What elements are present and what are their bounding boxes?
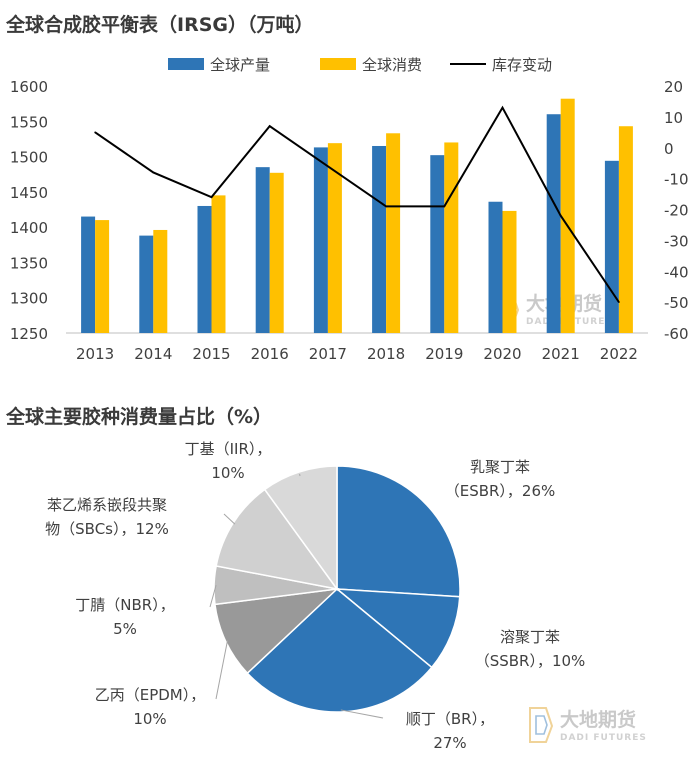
bar-production-2019: [430, 155, 445, 333]
bar-consumption-2019: [444, 142, 459, 333]
y-left-tick-label: 1300: [10, 290, 48, 308]
bar-consumption-2018: [386, 133, 401, 333]
line-point-2018: [385, 205, 387, 208]
chart2-watermark-sub: DADI FUTURES: [560, 733, 647, 743]
bar-production-2021: [546, 114, 561, 333]
x-tick-label: 2013: [76, 345, 114, 363]
y-left-tick-label: 1600: [10, 78, 48, 96]
line-point-2021: [559, 214, 562, 217]
pie-slice-0: [336, 465, 461, 598]
line-point-2019: [443, 205, 446, 208]
pie-slice-6: [263, 465, 338, 592]
legend-label-2: 库存变动: [492, 56, 552, 74]
legend-label-1: 全球消费: [362, 56, 422, 74]
bar-consumption-2015: [211, 195, 226, 333]
bar-production-2022: [604, 160, 619, 333]
x-tick-label: 2019: [425, 345, 463, 363]
chart2-watermark-logo-inner-icon: [535, 715, 548, 735]
y-left-tick-label: 1250: [10, 325, 48, 343]
pie-label-4-line1: 丁腈（NBR），: [75, 596, 174, 614]
x-tick-label: 2016: [251, 345, 289, 363]
y-left-tick-label: 1500: [10, 149, 48, 167]
pie-label-6-line1: 丁基（IIR），: [185, 440, 272, 458]
x-tick-label: 2014: [134, 345, 172, 363]
x-tick-label: 2015: [192, 345, 230, 363]
y-right-tick-label: -30: [664, 232, 689, 250]
x-tick-label: 2022: [600, 345, 638, 363]
balance-chart: 全球产量 全球消费 库存变动 1250 1300 1350 1400 1450 1500 1550…: [10, 56, 689, 363]
y-right-tick-label: -50: [664, 294, 689, 312]
consumption-pie-chart: 乳聚丁苯 （ESBR），26% 溶聚丁苯 （SSBR），10% 顺丁（BR）， 27% 乙丙…: [45, 440, 647, 752]
pie-label-0-line1: 乳聚丁苯: [470, 458, 530, 476]
legend-swatch-0: [168, 58, 204, 70]
line-point-2020: [501, 106, 504, 109]
bar-consumption-2017: [327, 143, 342, 333]
y-right-tick-label: 20: [664, 78, 683, 96]
line-point-2014: [152, 171, 155, 174]
bar-consumption-2013: [95, 220, 110, 333]
x-tick-label: 2021: [542, 345, 580, 363]
x-tick-label: 2018: [367, 345, 405, 363]
pie-slice-2: [246, 588, 433, 713]
x-tick-label: 2020: [483, 345, 521, 363]
line-point-2022: [618, 301, 620, 303]
y-right-tick-label: -20: [664, 202, 689, 220]
bar-consumption-2020: [502, 210, 517, 333]
bar-production-2013: [81, 216, 96, 333]
pie-label-3-line1: 乙丙（EPDM），: [95, 686, 206, 704]
y-left-tick-label: 1400: [10, 219, 48, 237]
pie-label-2-line2: 27%: [433, 734, 466, 752]
pie-label-1-line2: （SSBR），10%: [475, 652, 586, 670]
line-inventory-change: [94, 105, 620, 303]
y-right-tick-label: 10: [664, 109, 683, 127]
pie-label-3-line2: 10%: [133, 710, 166, 728]
chart1-title: 全球合成胶平衡表（IRSG）（万吨）: [6, 14, 314, 36]
pie-label-2-line1: 顺丁（BR），: [406, 710, 494, 728]
bar-production-2016: [255, 167, 270, 333]
pie-label-5-line2: 物（SBCs），12%: [45, 520, 169, 538]
bar-production-2020: [488, 201, 503, 333]
bar-production-2015: [197, 205, 212, 333]
pie-slice-3: [214, 587, 340, 675]
bar-consumption-2016: [269, 172, 284, 333]
pie-leader-4: [209, 585, 217, 608]
bar-consumption-2022: [618, 126, 633, 334]
chart2-watermark: 大地期货 DADI FUTURES: [529, 707, 647, 743]
line-point-2016: [268, 125, 271, 127]
chart2-watermark-logo-icon: [529, 707, 554, 743]
y-right-tick-label: 0: [664, 140, 674, 158]
y-right-tick-label: -40: [664, 263, 689, 281]
line-point-2017: [327, 165, 329, 168]
y-left-tick-label: 1350: [10, 254, 48, 272]
chart2-title: 全球主要胶种消费量占比（%）: [6, 406, 273, 428]
pie-label-5-line1: 苯乙烯系嵌段共聚: [47, 496, 167, 514]
x-tick-label: 2017: [309, 345, 347, 363]
pie-leader-3: [215, 640, 229, 700]
bar-production-2014: [139, 235, 154, 333]
pie-leader-2: [340, 709, 384, 719]
pie-leader-5: [223, 513, 236, 525]
bar-production-2017: [313, 147, 328, 333]
y-right-tick-label: -10: [664, 171, 689, 189]
legend-label-0: 全球产量: [210, 56, 270, 74]
bar-production-2018: [372, 145, 387, 333]
y-left-tick-label: 1550: [10, 113, 48, 131]
legend-swatch-1: [320, 58, 356, 70]
y-left-tick-label: 1450: [10, 184, 48, 202]
line-point-2015: [210, 196, 213, 198]
bar-consumption-2021: [560, 98, 575, 334]
pie-label-1-line1: 溶聚丁苯: [500, 628, 560, 646]
bar-consumption-2014: [153, 229, 168, 333]
pie-label-4-line2: 5%: [113, 620, 137, 638]
y-right-tick-label: -60: [664, 325, 689, 343]
chart2-watermark-brand: 大地期货: [560, 708, 636, 731]
line-point-2013: [94, 131, 96, 134]
pie-slice-1: [334, 588, 461, 669]
pie-label-0-line2: （ESBR），26%: [445, 482, 556, 500]
pie-label-6-line2: 10%: [211, 464, 244, 482]
